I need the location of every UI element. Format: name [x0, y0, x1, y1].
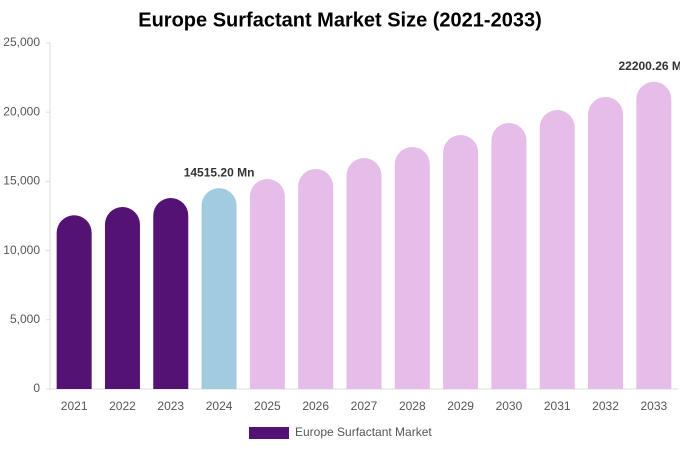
x-tick-label: 2024 [206, 399, 233, 413]
bar [636, 81, 672, 389]
x-tick-label: 2025 [254, 399, 281, 413]
bar [346, 158, 382, 389]
y-tick-label: 0 [33, 381, 40, 395]
x-tick-label: 2030 [496, 399, 523, 413]
bar [153, 198, 189, 389]
value-label: 22200.26 Mn [618, 59, 680, 73]
x-tick-label: 2032 [592, 399, 619, 413]
chart-title: Europe Surfactant Market Size (2021-2033… [138, 9, 542, 31]
bar [201, 188, 237, 389]
legend-swatch [249, 427, 289, 439]
bar [588, 96, 624, 389]
bar [394, 146, 430, 389]
bar [249, 179, 285, 389]
x-tick-label: 2028 [399, 399, 426, 413]
bar [298, 168, 334, 389]
x-tick-label: 2029 [447, 399, 474, 413]
x-tick-label: 2033 [640, 399, 667, 413]
bar [539, 109, 575, 390]
bar [104, 207, 140, 389]
x-tick-label: 2022 [109, 399, 136, 413]
y-tick-label: 20,000 [3, 104, 40, 118]
y-tick-label: 5,000 [10, 312, 40, 326]
bar [56, 215, 92, 389]
y-tick-label: 15,000 [3, 174, 40, 188]
legend-label: Europe Surfactant Market [295, 425, 432, 439]
x-tick-label: 2021 [61, 399, 88, 413]
x-tick-label: 2023 [157, 399, 184, 413]
x-tick-label: 2026 [302, 399, 329, 413]
value-label: 14515.20 Mn [184, 165, 255, 179]
bar [491, 122, 527, 389]
bar [443, 135, 479, 389]
x-tick-label: 2031 [544, 399, 571, 413]
y-tick-label: 25,000 [3, 35, 40, 49]
x-tick-label: 2027 [351, 399, 378, 413]
y-tick-label: 10,000 [3, 243, 40, 257]
